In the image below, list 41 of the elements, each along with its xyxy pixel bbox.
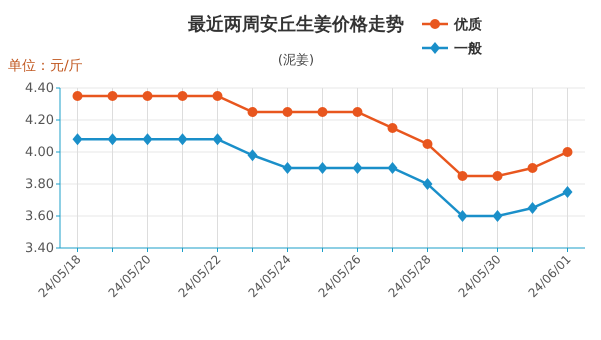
- point: [492, 210, 502, 222]
- chart-title: 最近两周安丘生姜价格走势: [187, 13, 404, 35]
- point: [142, 91, 152, 101]
- point: [318, 162, 328, 174]
- point: [528, 163, 538, 173]
- y-axis-title: 单位：元/斤: [8, 58, 83, 74]
- point: [492, 171, 502, 181]
- point: [248, 107, 258, 117]
- point: [562, 186, 572, 198]
- y-tick-label: 4.40: [25, 81, 54, 96]
- y-tick-label: 3.80: [25, 177, 54, 192]
- point: [282, 107, 292, 117]
- point: [282, 162, 292, 174]
- point: [562, 147, 572, 157]
- point: [388, 162, 398, 174]
- point: [108, 133, 118, 146]
- point: [352, 162, 362, 174]
- point: [212, 91, 222, 101]
- chart-subtitle: (泥姜): [278, 52, 314, 68]
- y-tick-label: 4.00: [25, 145, 54, 160]
- point: [72, 91, 82, 101]
- point: [458, 210, 468, 222]
- legend-label: 一般: [454, 41, 483, 57]
- y-tick-label: 3.40: [25, 241, 54, 256]
- point: [178, 133, 188, 146]
- point: [528, 202, 538, 214]
- y-tick-label: 3.60: [25, 209, 54, 224]
- point: [318, 107, 328, 117]
- point: [178, 91, 188, 101]
- y-tick-label: 4.20: [25, 113, 54, 128]
- legend-label: 优质: [453, 16, 482, 33]
- point: [248, 149, 258, 162]
- point: [142, 133, 152, 146]
- point: [212, 133, 222, 146]
- point: [352, 107, 362, 117]
- point: [108, 91, 118, 101]
- point: [422, 139, 432, 149]
- point: [72, 133, 82, 146]
- point: [458, 171, 468, 181]
- point: [388, 123, 398, 133]
- point: [422, 178, 432, 190]
